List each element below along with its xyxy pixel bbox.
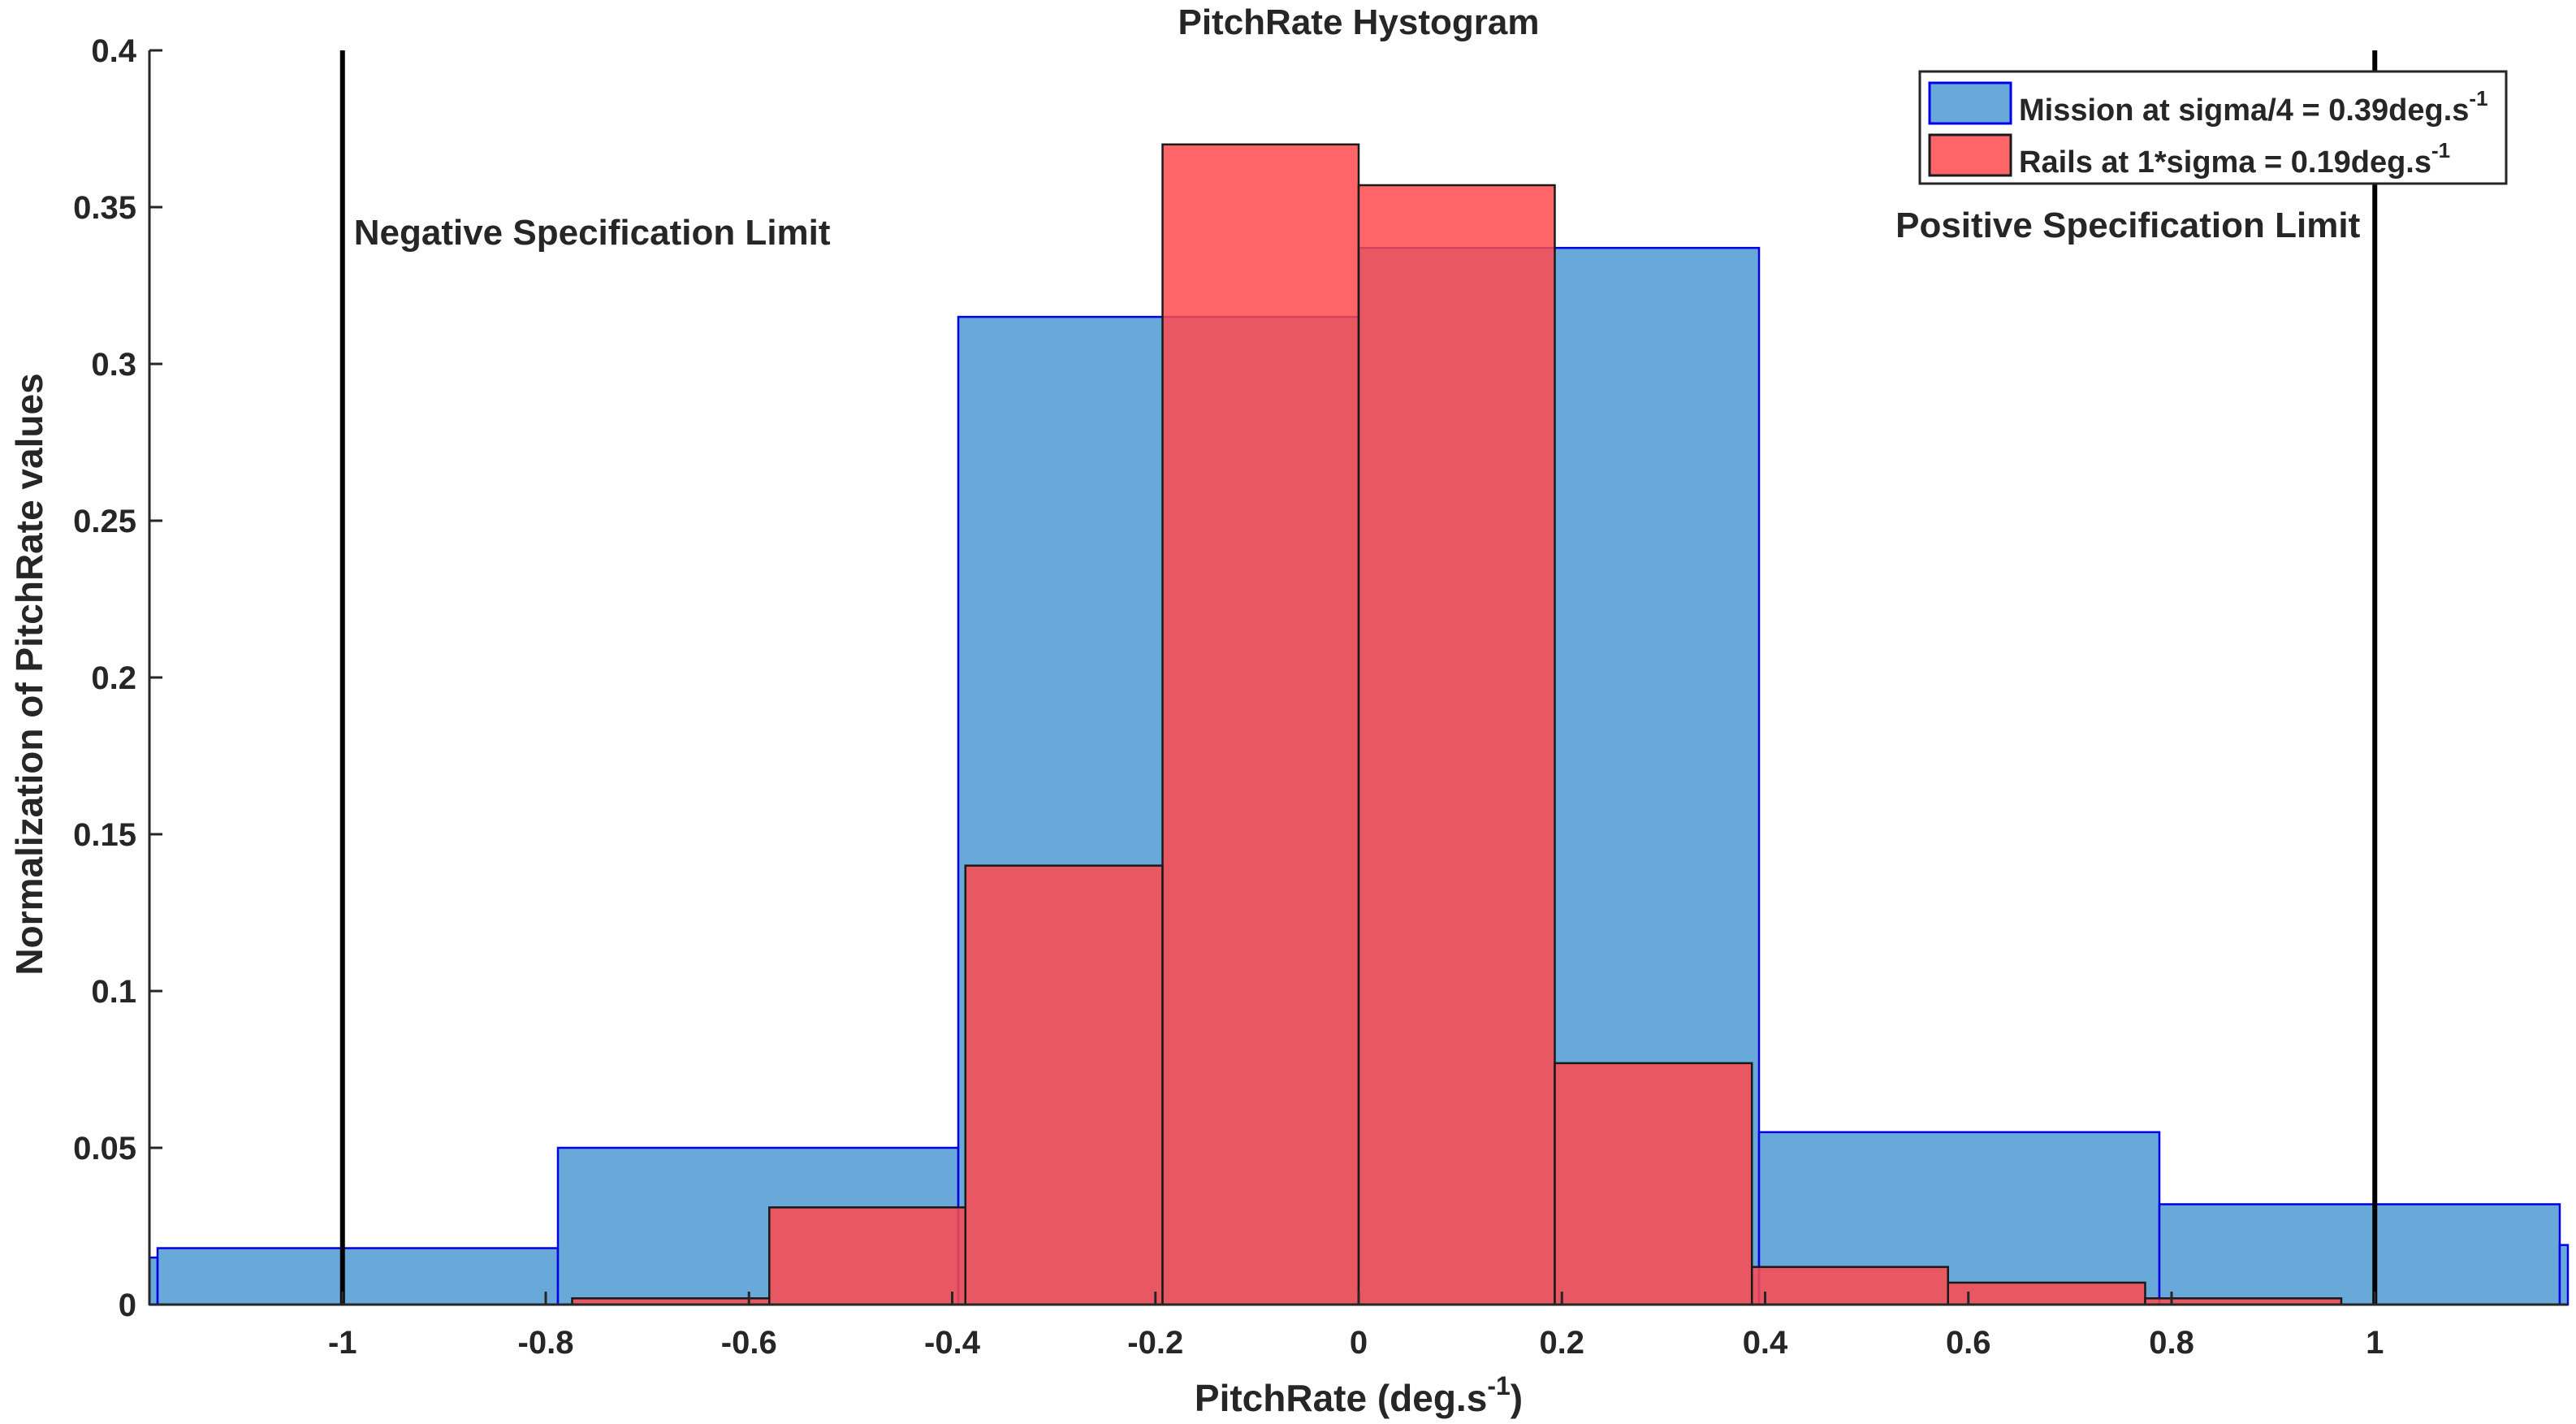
ticks-layer: -1 -0.8 -0.6 -0.4 -0.2 0 0.2 0.4 0.6 0.8 1 0 0.05 0.1… [73, 33, 2384, 1361]
legend-label-mission-sup: -1 [2469, 86, 2487, 110]
legend-box [1918, 70, 2508, 185]
legend-label-mission-text: Mission at sigma/4 = 0.39deg.s [2019, 93, 2469, 128]
legend-label-rails-sup: -1 [2431, 138, 2450, 162]
bars-layer [148, 143, 2570, 1306]
legend-label-mission: Mission at sigma/4 = 0.39deg.s-1 [2019, 86, 2488, 128]
bar-mission-1 [156, 1247, 560, 1306]
legend-swatch-mission [1928, 81, 2012, 125]
bar-mission-0 [148, 1256, 159, 1306]
legend-label-rails: Rails at 1*sigma = 0.19deg.s-1 [2019, 138, 2450, 180]
bar-rails-6 [1750, 1266, 1949, 1306]
legend: Mission at sigma/4 = 0.39deg.s-1 Rails a… [1918, 70, 2508, 185]
bar-rails-3 [1161, 143, 1360, 1306]
x-tick-label: 0 [1350, 1325, 1368, 1361]
bar-rails-1 [768, 1206, 967, 1306]
y-axis-label: Normalization of PitchRate values [8, 373, 50, 975]
bar-rails-2 [964, 864, 1164, 1306]
chart-title: PitchRate Hystogram [1178, 2, 1539, 42]
spec-limit-layer: Negative Specification Limit Positive Spe… [339, 50, 2378, 1305]
x-axis-label-base: PitchRate (deg.s [1195, 1377, 1487, 1419]
bar-rails-4 [1357, 184, 1556, 1306]
x-tick-label: 1 [2366, 1325, 2384, 1361]
x-axis-label-tail: ) [1511, 1377, 1523, 1419]
y-tick-label: 0 [119, 1288, 136, 1323]
y-tick-label: 0.15 [73, 817, 136, 853]
bar-rails-5 [1554, 1062, 1753, 1306]
bar-rails-7 [1947, 1281, 2146, 1306]
x-axis-label-sup: -1 [1487, 1371, 1510, 1400]
y-tick-label: 0.25 [73, 504, 136, 539]
x-tick-label: -0.6 [721, 1325, 777, 1361]
positive-spec-limit-label: Positive Specification Limit [1895, 206, 2360, 245]
x-axis-label: PitchRate (deg.s-1) [1195, 1371, 1523, 1419]
x-tick-label: 0.8 [2149, 1325, 2194, 1361]
x-tick-label: -0.4 [924, 1325, 981, 1361]
bar-mission-7 [2558, 1244, 2570, 1306]
bar-mission-6 [2158, 1203, 2561, 1306]
y-tick-label: 0.4 [91, 33, 136, 69]
x-tick-label: -0.8 [518, 1325, 574, 1361]
negative-spec-limit-label: Negative Specification Limit [354, 213, 831, 253]
y-tick-label: 0.35 [73, 190, 136, 226]
y-tick-label: 0.1 [91, 974, 136, 1010]
x-tick-label: -1 [328, 1325, 357, 1361]
legend-label-rails-text: Rails at 1*sigma = 0.19deg.s [2019, 145, 2431, 180]
x-tick-label: 0.4 [1743, 1325, 1788, 1361]
legend-swatch-rails [1928, 133, 2012, 177]
x-tick-label: 0.6 [1946, 1325, 1991, 1361]
x-tick-label: 0.2 [1539, 1325, 1584, 1361]
y-tick-label: 0.3 [91, 347, 136, 383]
y-tick-label: 0.05 [73, 1131, 136, 1166]
x-tick-label: -0.2 [1127, 1325, 1183, 1361]
y-tick-label: 0.2 [91, 660, 136, 696]
